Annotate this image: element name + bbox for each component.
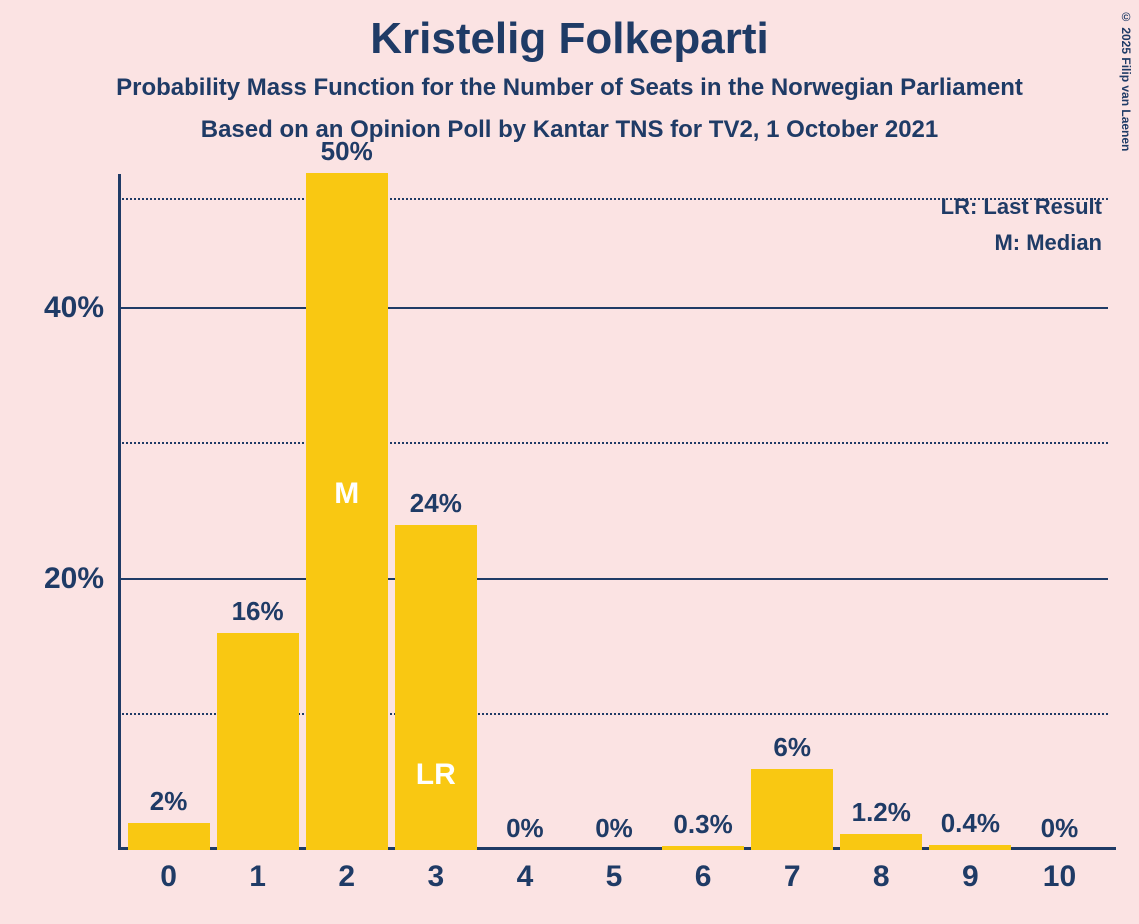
bar: 16%	[217, 633, 299, 850]
bar-value-label: 24%	[410, 488, 462, 519]
bar-value-label: 0.4%	[941, 808, 1000, 839]
x-axis-tick-label: 4	[517, 850, 534, 894]
legend-item: LR: Last Result	[941, 194, 1102, 220]
bar-value-label: 1.2%	[852, 797, 911, 828]
gridline-major	[118, 578, 1108, 580]
x-axis-tick-label: 2	[338, 850, 355, 894]
x-axis-tick-label: 5	[606, 850, 623, 894]
bar-value-label: 2%	[150, 786, 188, 817]
bar-value-label: 0%	[595, 813, 633, 844]
chart-plot-area: 20%40%2%016%150%M224%LR30%40%50.3%66%71.…	[118, 200, 1108, 850]
bar: 6%	[751, 769, 833, 850]
x-axis-tick-label: 9	[962, 850, 979, 894]
bar-value-label: 0%	[1041, 813, 1079, 844]
y-axis-line	[118, 174, 121, 850]
chart-subtitle-1: Probability Mass Function for the Number…	[0, 74, 1139, 102]
x-axis-tick-label: 7	[784, 850, 801, 894]
x-axis-tick-label: 10	[1043, 850, 1076, 894]
x-axis-tick-label: 8	[873, 850, 890, 894]
gridline-minor	[118, 442, 1108, 444]
bar-value-label: 50%	[321, 136, 373, 167]
chart-title: Kristelig Folkeparti	[0, 14, 1139, 64]
last-result-marker: LR	[416, 758, 456, 792]
bar-value-label: 0%	[506, 813, 544, 844]
gridline-major	[118, 307, 1108, 309]
x-axis-tick-label: 1	[249, 850, 266, 894]
y-axis-tick-label: 40%	[44, 291, 118, 325]
bar-value-label: 6%	[773, 732, 811, 763]
bar: 24%LR	[395, 525, 477, 850]
x-axis-tick-label: 0	[160, 850, 177, 894]
bar: 2%	[128, 823, 210, 850]
bar-value-label: 0.3%	[673, 809, 732, 840]
bar: 1.2%	[840, 834, 922, 850]
x-axis-tick-label: 6	[695, 850, 712, 894]
bar: 50%M	[306, 173, 388, 850]
legend-item: M: Median	[994, 230, 1102, 256]
y-axis-tick-label: 20%	[44, 562, 118, 596]
median-marker: M	[334, 477, 359, 511]
x-axis-tick-label: 3	[427, 850, 444, 894]
bar-value-label: 16%	[232, 596, 284, 627]
copyright-text: © 2025 Filip van Laenen	[1119, 10, 1133, 151]
chart-subtitle-2: Based on an Opinion Poll by Kantar TNS f…	[0, 116, 1139, 144]
